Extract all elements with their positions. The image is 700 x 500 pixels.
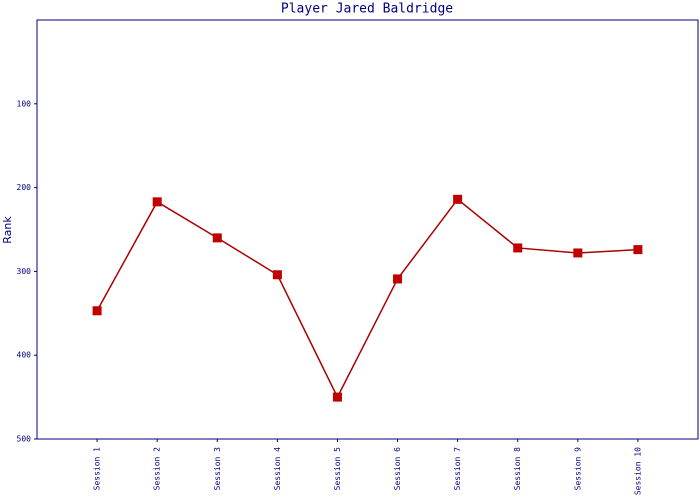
x-tick-label: Session 1	[93, 447, 102, 491]
point-marker	[212, 233, 222, 243]
series-line	[96, 198, 638, 399]
y-tick-label: 100	[17, 99, 32, 108]
point-marker	[152, 197, 162, 207]
y-axis-label: Rank	[1, 216, 14, 244]
y-tick-label: 500	[17, 435, 32, 444]
chart-title: Player Jared Baldridge	[281, 2, 453, 17]
x-tick-label: Session 5	[333, 447, 342, 491]
point-marker	[92, 306, 102, 316]
x-tick-label: Session 2	[153, 447, 162, 491]
point-marker	[332, 392, 342, 402]
y-tick-label: 200	[17, 183, 32, 192]
x-tick-label: Session 9	[573, 447, 582, 491]
x-tick-label: Session 7	[453, 447, 462, 491]
point-marker	[393, 274, 403, 284]
y-tick-label: 300	[17, 267, 32, 276]
point-marker	[513, 243, 523, 253]
x-tick-label: Session 8	[513, 447, 522, 491]
plot-frame	[36, 19, 699, 440]
point-marker	[453, 194, 463, 204]
y-tick-label: 400	[17, 351, 32, 360]
point-marker	[573, 248, 583, 258]
point-marker	[633, 245, 643, 255]
x-tick-label: Session 3	[213, 447, 222, 491]
point-marker	[272, 270, 282, 280]
x-tick-label: Session 6	[393, 447, 402, 491]
x-tick-label: Session 10	[633, 447, 642, 495]
x-tick-label: Session 4	[273, 447, 282, 491]
